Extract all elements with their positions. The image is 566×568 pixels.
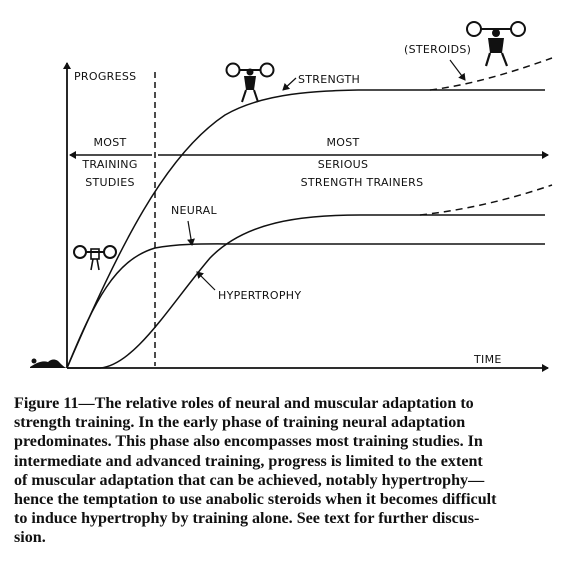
weightlifter-icon-medium [225, 62, 275, 103]
figure-caption: Figure 11—The relative roles of neural a… [14, 394, 554, 548]
strength-curve [66, 89, 545, 369]
hypertrophy-pointer [196, 271, 216, 291]
neural-label: NEURAL [171, 204, 217, 217]
caption-line: of muscular adaptation that can be achie… [14, 471, 485, 489]
weightlifter-icon-small [73, 245, 117, 271]
caption-line: strength training. In the early phase of… [14, 414, 466, 432]
zone-left-line-2: TRAINING [81, 158, 137, 171]
zone-right-line-3: STRENGTH TRAINERS [301, 176, 424, 189]
steroids-label: (STEROIDS) [404, 43, 471, 56]
neural-pointer [187, 220, 195, 246]
strength-pointer [282, 77, 297, 91]
x-axis-label: TIME [473, 353, 502, 366]
steroids-pointer [449, 59, 466, 81]
caption-line: intermediate and advanced training, prog… [14, 452, 483, 470]
zone-left-line-1: MOST [93, 136, 126, 149]
neural-curve [66, 243, 545, 369]
caption-line: Figure 11—The relative roles of neural a… [14, 395, 474, 412]
steroids-curve [429, 57, 553, 91]
adaptation-diagram: PROGRESS TIME MOST TRAINING STUDIES MOST… [30, 21, 553, 372]
hypertrophy-label: HYPERTROPHY [218, 289, 301, 302]
lying-figure-icon [30, 358, 68, 368]
zone-left-line-3: STUDIES [85, 176, 135, 189]
hypertrophy-steroids-curve [419, 184, 553, 216]
caption-line: to induce hypertrophy by training alone.… [14, 510, 480, 528]
caption-line: sion. [14, 529, 46, 547]
zone-right-line-2: SERIOUS [318, 158, 369, 171]
strength-label: STRENGTH [298, 73, 360, 86]
caption-line: predominates. This phase also encompasse… [14, 433, 483, 451]
caption-line: hence the temptation to use anabolic ste… [14, 491, 497, 509]
y-axis-label: PROGRESS [74, 70, 136, 83]
weightlifter-icon-large [466, 21, 526, 67]
hypertrophy-curve [67, 214, 545, 369]
zone-right-line-1: MOST [326, 136, 359, 149]
